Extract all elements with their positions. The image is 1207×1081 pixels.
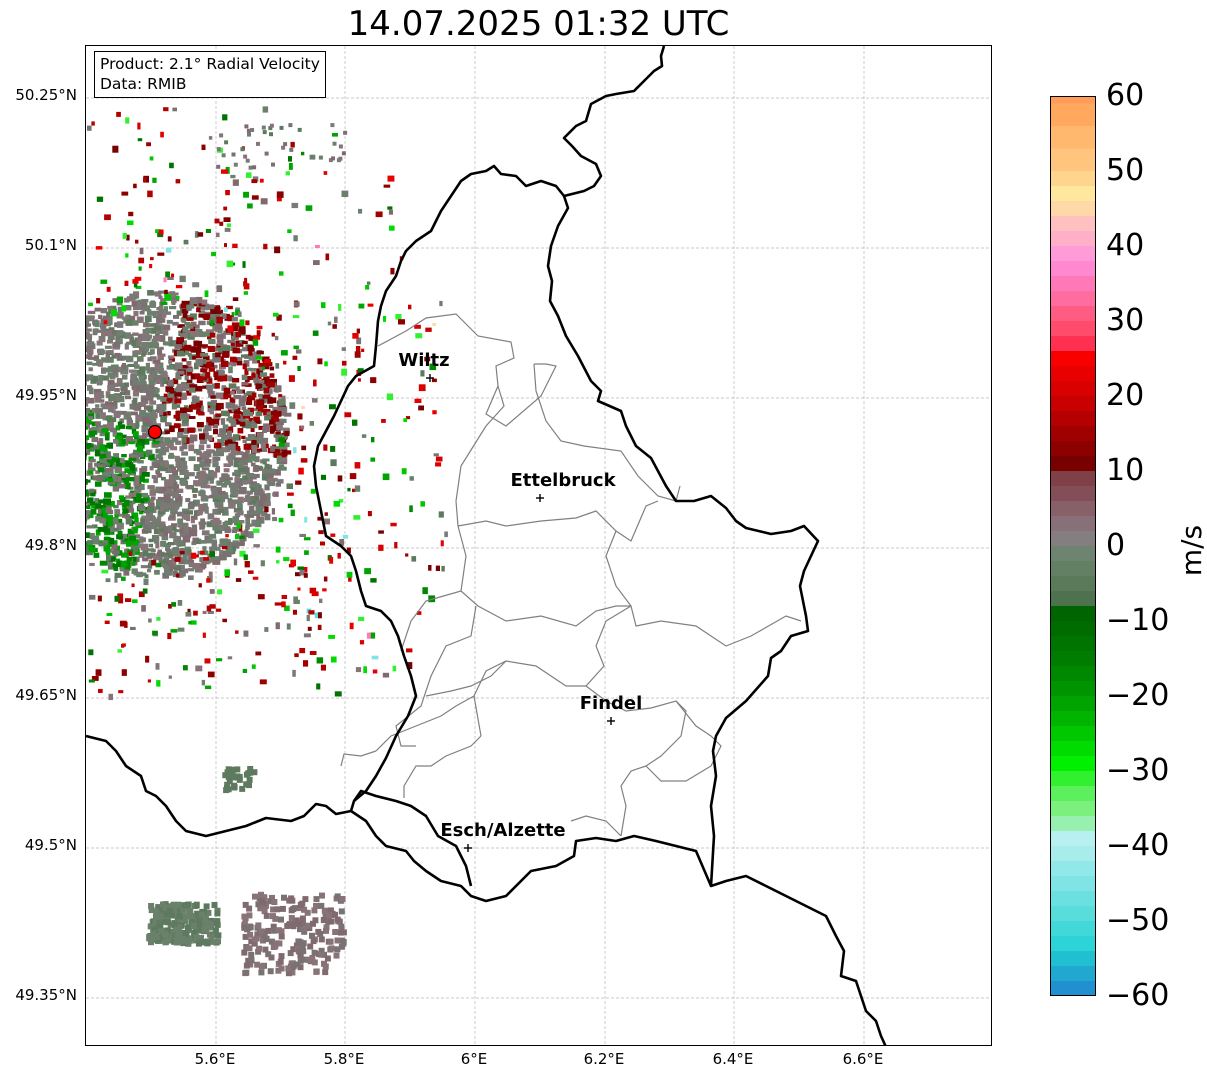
lon-tick-label: 6.6°E: [842, 1050, 884, 1068]
colorbar-tick-label: 40: [1106, 228, 1145, 263]
colorbar-tick-label: −30: [1106, 753, 1170, 788]
city-label-findel: Findel: [579, 693, 643, 714]
colorbar-unit-container: m/s: [1166, 520, 1207, 580]
radar-site-marker: [147, 424, 163, 440]
colorbar-tick-label: 0: [1106, 528, 1126, 563]
lon-tick-label: 6.2°E: [583, 1050, 625, 1068]
colorbar-unit-label: m/s: [1175, 524, 1207, 577]
product-label: Product: 2.1° Radial Velocity: [100, 55, 320, 73]
colorbar-tick-label: −60: [1106, 978, 1170, 1013]
product-info-box: Product: 2.1° Radial Velocity Data: RMIB: [94, 51, 326, 98]
admin-borders: [340, 313, 802, 837]
velocity-colorbar: [1050, 96, 1096, 996]
colorbar-tick-label: 10: [1106, 453, 1145, 488]
radar-echoes: [86, 106, 448, 977]
page-title: 14.07.2025 01:32 UTC: [347, 4, 730, 44]
colorbar-tick-label: 20: [1106, 378, 1145, 413]
city-label-wiltz: Wiltz: [398, 350, 450, 371]
colorbar-tick-label: 50: [1106, 153, 1145, 188]
lon-tick-label: 6°E: [460, 1050, 488, 1068]
data-source-label: Data: RMIB: [100, 75, 187, 93]
city-marker-esch: [464, 844, 472, 852]
colorbar-tick-label: 30: [1106, 303, 1145, 338]
city-marker-ettelbruck: [536, 494, 544, 502]
map-panel[interactable]: [85, 45, 992, 1046]
lon-tick-label: 6.4°E: [712, 1050, 754, 1068]
colorbar-tick-label: −50: [1106, 903, 1170, 938]
city-marker-wiltz: [426, 374, 434, 382]
city-label-esch: Esch/Alzette: [440, 820, 566, 841]
city-label-ettelbruck: Ettelbruck: [510, 470, 616, 491]
lat-tick-label: 49.95°N: [15, 386, 77, 404]
country-borders: [86, 46, 887, 1045]
colorbar-tick-label: 60: [1106, 78, 1145, 113]
colorbar-tick-label: −10: [1106, 603, 1170, 638]
colorbar-tick-label: −40: [1106, 828, 1170, 863]
lon-tick-label: 5.6°E: [194, 1050, 236, 1068]
lat-tick-label: 49.35°N: [15, 986, 77, 1004]
lat-tick-label: 49.65°N: [15, 686, 77, 704]
city-markers: [426, 374, 615, 852]
lat-tick-label: 49.8°N: [24, 536, 77, 554]
city-marker-findel: [607, 717, 615, 725]
lat-tick-label: 50.25°N: [15, 86, 77, 104]
colorbar-tick-label: −20: [1106, 678, 1170, 713]
map-canvas[interactable]: [86, 46, 992, 1046]
lon-tick-label: 5.8°E: [323, 1050, 365, 1068]
lat-tick-label: 49.5°N: [24, 836, 77, 854]
lat-tick-label: 50.1°N: [24, 236, 77, 254]
